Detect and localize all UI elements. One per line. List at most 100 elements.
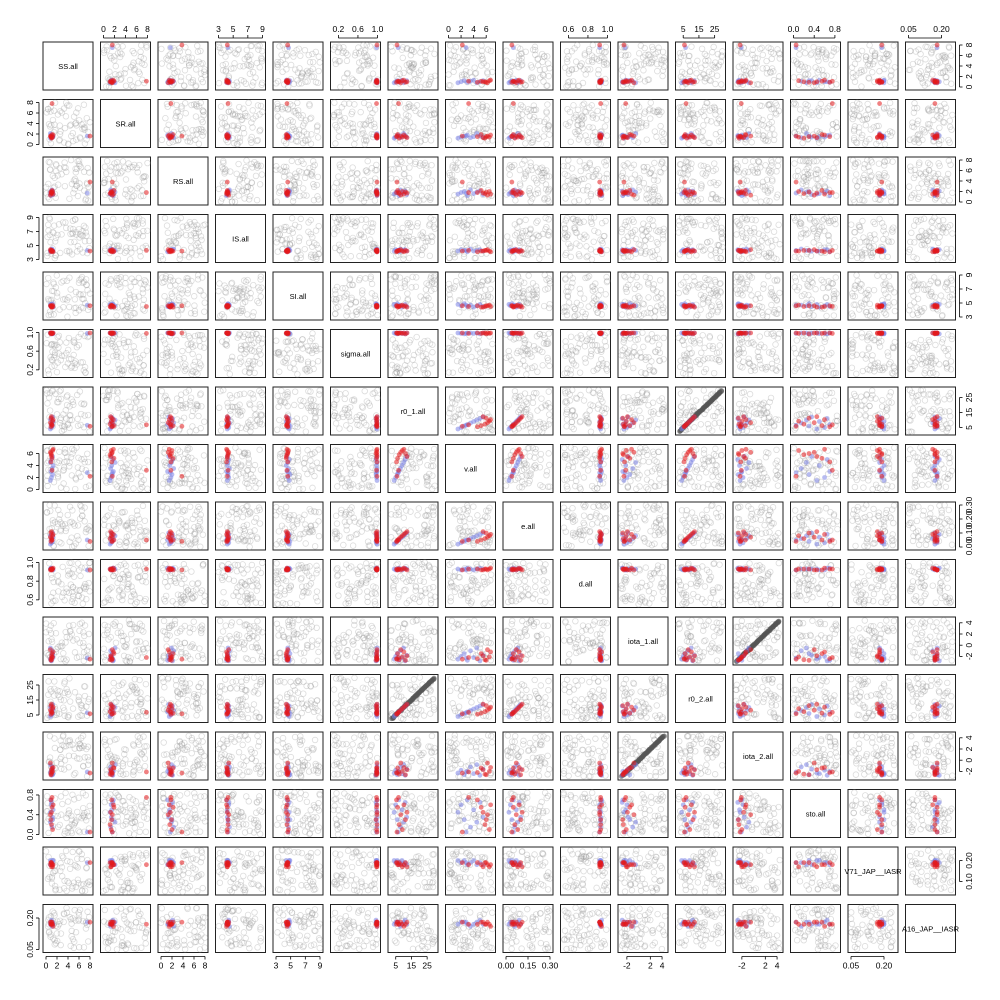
- highlight-point: [692, 191, 697, 196]
- highlight-point: [935, 180, 940, 185]
- highlight-point: [935, 134, 940, 139]
- highlight-point: [807, 80, 812, 85]
- highlight-point: [520, 135, 525, 140]
- highlight-point: [629, 249, 634, 254]
- highlight-point: [748, 193, 753, 198]
- highlight-point: [830, 79, 835, 84]
- highlight-point: [481, 249, 486, 254]
- highlight-point: [794, 134, 799, 139]
- highlight-point: [622, 180, 627, 185]
- highlight-point: [597, 249, 602, 254]
- highlight-point: [520, 191, 525, 196]
- panel-1-6: [388, 100, 438, 148]
- highlight-point: [285, 180, 290, 185]
- highlight-point: [50, 101, 55, 106]
- highlight-point: [822, 192, 827, 197]
- highlight-point: [481, 135, 486, 140]
- highlight-point: [49, 135, 54, 140]
- panel-3-7: [446, 215, 496, 263]
- highlight-point: [511, 79, 516, 84]
- highlight-point: [374, 79, 379, 84]
- highlight-point: [875, 135, 880, 140]
- highlight-point: [144, 248, 149, 253]
- panel-1-3: [216, 100, 266, 148]
- panel-1-14: [848, 100, 898, 148]
- panel-0-3: [216, 42, 266, 90]
- highlight-point: [460, 180, 465, 185]
- highlight-point: [879, 43, 884, 48]
- highlight-point: [488, 78, 493, 83]
- highlight-point: [739, 79, 744, 84]
- highlight-point: [807, 134, 812, 139]
- panel-0-12: [733, 42, 783, 90]
- panel-1-2: [158, 100, 208, 148]
- highlight-point: [598, 79, 603, 84]
- highlight-point: [285, 43, 290, 48]
- highlight-point: [682, 134, 687, 139]
- highlight-point: [396, 101, 401, 106]
- panel-3-2: [158, 215, 208, 263]
- highlight-point: [375, 249, 380, 254]
- panel-2-12: [733, 157, 783, 205]
- highlight-point: [108, 191, 113, 196]
- panel-1-9: [561, 100, 611, 148]
- highlight-point: [168, 45, 173, 50]
- highlight-point: [460, 43, 465, 48]
- highlight-point: [682, 249, 687, 254]
- highlight-point: [169, 248, 174, 253]
- highlight-point: [682, 180, 687, 185]
- highlight-point: [682, 43, 687, 48]
- highlight-point: [396, 190, 401, 195]
- highlight-point: [226, 101, 231, 106]
- highlight-point: [598, 101, 603, 106]
- highlight-point: [597, 180, 602, 185]
- panel-0-4: [273, 42, 323, 90]
- highlight-point: [801, 248, 806, 253]
- panel-0-14: [848, 42, 898, 90]
- highlight-point: [509, 249, 514, 254]
- highlight-point: [180, 134, 185, 139]
- panel-2-0: [43, 157, 93, 205]
- highlight-point: [794, 180, 799, 185]
- highlight-point: [597, 134, 602, 139]
- highlight-point: [877, 190, 882, 195]
- highlight-point: [935, 43, 940, 48]
- highlight-point: [405, 249, 410, 254]
- highlight-point: [830, 190, 835, 195]
- highlight-point: [285, 134, 290, 139]
- highlight-point: [807, 248, 812, 253]
- highlight-point: [405, 79, 410, 84]
- highlight-point: [814, 249, 819, 254]
- panel-2-7: [446, 157, 496, 205]
- highlight-point: [481, 79, 486, 84]
- panel-4-0: [43, 272, 93, 320]
- panel-1-12: [733, 100, 783, 148]
- highlight-point: [144, 79, 149, 84]
- panel-2-3: [216, 157, 266, 205]
- highlight-point: [879, 180, 884, 185]
- highlight-point: [375, 180, 380, 185]
- highlight-point: [375, 134, 380, 139]
- panel-3-13: [791, 215, 841, 263]
- panel-1-8: [503, 100, 553, 148]
- highlight-point: [144, 190, 149, 195]
- panel-2-9: [561, 157, 611, 205]
- highlight-point: [405, 135, 410, 140]
- highlight-point: [511, 190, 516, 195]
- panel-1-4: [273, 100, 323, 148]
- panel-3-0: [43, 215, 93, 263]
- highlight-point: [50, 248, 55, 253]
- highlight-point: [748, 80, 753, 85]
- highlight-point: [225, 134, 230, 139]
- highlight-point: [509, 180, 514, 185]
- highlight-point: [466, 101, 471, 106]
- panel-2-4: [273, 157, 323, 205]
- highlight-point: [285, 79, 290, 84]
- panel-0-0: SS.all: [43, 42, 93, 90]
- panel-3-5: [331, 215, 381, 263]
- panel-0-2: [158, 42, 208, 90]
- panel-0-5: [331, 42, 381, 90]
- highlight-point: [511, 101, 516, 106]
- panel-1-10: [618, 100, 668, 148]
